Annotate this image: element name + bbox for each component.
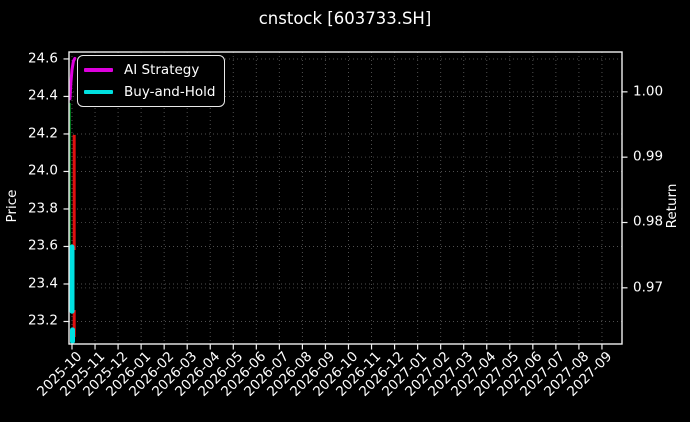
price-tick-label: 24.4 [27, 87, 58, 104]
buy-and-hold-line-swatch [84, 90, 113, 94]
return-axis-label: Return [664, 183, 680, 229]
legend: AI Strategy Buy-and-Hold [77, 55, 225, 107]
gridlines [69, 52, 622, 344]
ai-strategy-line [68, 56, 77, 101]
data-series [68, 56, 77, 344]
price-tick-label: 23.6 [27, 237, 58, 254]
price-tick-label: 24.0 [27, 162, 58, 179]
return-tick-label: 0.99 [633, 148, 664, 165]
legend-row-buy-and-hold: Buy-and-Hold [84, 83, 216, 101]
price-axis-label: Price [4, 189, 20, 223]
price-tick-label: 23.2 [27, 312, 58, 329]
chart-title: cnstock [603733.SH] [258, 9, 432, 28]
return-tick-label: 0.98 [633, 213, 664, 230]
price-tick-label: 24.2 [27, 125, 58, 142]
price-tick-label: 23.8 [27, 200, 58, 217]
tick-marks [63, 58, 628, 350]
price-tick-label: 24.6 [27, 50, 58, 67]
legend-row-ai-strategy: AI Strategy [84, 61, 216, 79]
return-tick-label: 0.97 [633, 279, 664, 296]
return-tick-label: 1.00 [633, 83, 664, 100]
legend-label-buy-and-hold: Buy-and-Hold [124, 84, 216, 100]
plot-border [68, 51, 623, 345]
legend-label-ai-strategy: AI Strategy [124, 62, 200, 78]
ai-strategy-line-swatch [84, 68, 113, 72]
price-tick-label: 23.4 [27, 275, 58, 292]
